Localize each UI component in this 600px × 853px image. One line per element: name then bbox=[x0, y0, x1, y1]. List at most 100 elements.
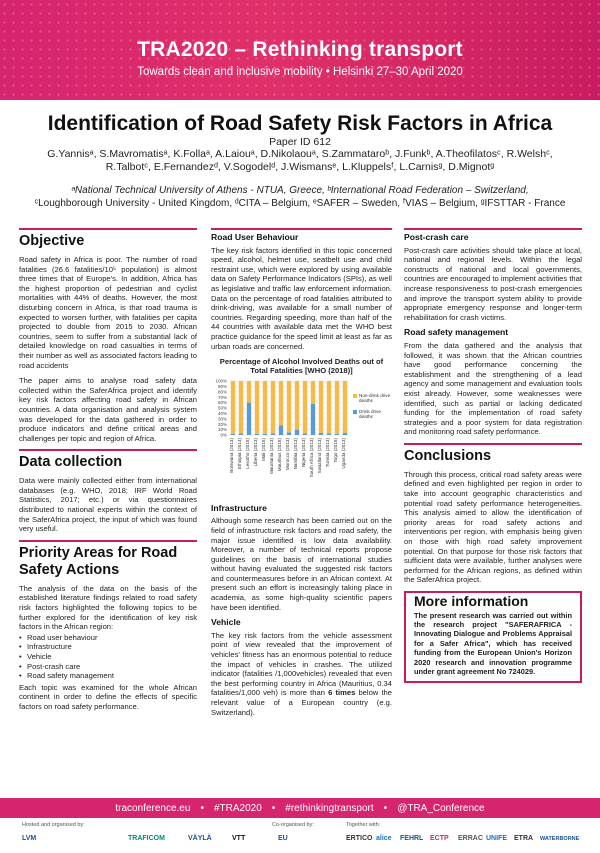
footer-bar: traconference.eu • #TRA2020 • #rethinkin… bbox=[0, 798, 600, 818]
legend-swatch bbox=[353, 394, 357, 399]
y-tick-label: 50% bbox=[218, 406, 227, 411]
road-safety-management-heading: Road safety management bbox=[404, 327, 509, 338]
y-tick-label: 60% bbox=[218, 400, 227, 405]
bar-segment bbox=[278, 381, 284, 426]
bar-segment bbox=[238, 433, 244, 436]
list-item: Road safety management bbox=[19, 671, 197, 681]
legend-label: Non-drink drive deaths bbox=[359, 393, 391, 403]
bar-segment bbox=[238, 381, 244, 434]
infrastructure-heading: Infrastructure bbox=[211, 502, 267, 513]
list-item: Infrastructure bbox=[19, 642, 197, 652]
objective-paragraph: The paper aims to analyse road safety da… bbox=[19, 376, 197, 443]
list-item: Vehicle bbox=[19, 652, 197, 662]
bar-segment bbox=[318, 381, 324, 433]
post-crash-care-paragraph: Post-crash care activities should take p… bbox=[404, 245, 582, 322]
logo-unife: UNIFE bbox=[486, 835, 507, 842]
footer-separator: • bbox=[383, 802, 388, 814]
bar-segment bbox=[230, 381, 236, 435]
footer-hashtag[interactable]: #rethinkingtransport bbox=[285, 802, 374, 814]
y-tick-label: 100% bbox=[215, 379, 227, 384]
logo-vtt: VTT bbox=[232, 835, 246, 842]
priority-heading: Priority Areas for Road Safety Actions bbox=[19, 539, 197, 579]
footer-website-link[interactable]: traconference.eu bbox=[115, 802, 191, 814]
x-tick-label: Nigeria (2013) bbox=[301, 438, 306, 468]
list-item: Post-crash care bbox=[19, 662, 197, 672]
affiliations-line: ᶜLoughborough University - United Kingdo… bbox=[34, 198, 566, 209]
footer-separator: • bbox=[271, 802, 276, 814]
authors: G.Yannisᵃ, S.Mavromatisᵃ, K.Follaᵃ, A.La… bbox=[30, 148, 570, 174]
x-tick-label: South Africa (2013) bbox=[309, 438, 314, 478]
objective-heading: Objective bbox=[19, 228, 197, 250]
more-information-box: More information The present research wa… bbox=[404, 591, 582, 684]
logo-etra: ETRA bbox=[514, 835, 534, 842]
paper-id: Paper ID 612 bbox=[269, 136, 331, 148]
objective-paragraph: Road safety in Africa is poor. The numbe… bbox=[19, 255, 197, 370]
logo-vayla: VÄYLÄ bbox=[188, 835, 212, 842]
bar-segment bbox=[342, 432, 348, 436]
x-tick-label: Mauritius (2015) bbox=[277, 438, 282, 472]
bar-segment bbox=[270, 381, 276, 434]
bar-segment bbox=[270, 433, 276, 436]
together-label: Together with: bbox=[346, 822, 381, 828]
x-tick-label: Botswana (2013) bbox=[229, 438, 234, 473]
bar-segment bbox=[326, 433, 332, 436]
bar-segment bbox=[230, 434, 236, 436]
x-tick-label: Tunisia (2013) bbox=[325, 438, 330, 468]
data-collection-paragraph: Data were mainly collected either from i… bbox=[19, 476, 197, 534]
legend-swatch bbox=[353, 410, 357, 415]
sponsor-logos: Hosted and organised by: Co-organised by… bbox=[0, 820, 600, 853]
road-user-behaviour-paragraph: The key risk factors identified in this … bbox=[211, 245, 392, 351]
column-middle: Road User Behaviour The key risk factors… bbox=[211, 228, 392, 723]
logo-ectp: ECTP bbox=[430, 835, 449, 842]
logo-errac: ERRAC bbox=[458, 835, 483, 842]
footer-separator: • bbox=[200, 802, 204, 814]
x-tick-label: Togo (2015) bbox=[333, 438, 338, 463]
list-item: Road user behaviour bbox=[19, 633, 197, 643]
bar-segment bbox=[286, 381, 292, 433]
y-tick-label: 30% bbox=[218, 417, 227, 422]
x-tick-label: Swaziland (2013) bbox=[317, 438, 322, 474]
bar-segment bbox=[334, 381, 340, 435]
priority-paragraph-2: Each topic was examined for the whole Af… bbox=[19, 682, 197, 711]
footer-twitter-handle[interactable]: @TRA_Conference bbox=[397, 802, 485, 814]
y-tick-label: 10% bbox=[218, 427, 227, 432]
coorganised-label: Co-organised by: bbox=[272, 822, 314, 828]
vehicle-text-bold: 6 times bbox=[328, 688, 356, 698]
footer-hashtag[interactable]: #TRA2020 bbox=[213, 802, 262, 814]
affiliations-line: ᵃNational Technical University of Athens… bbox=[71, 185, 529, 196]
affiliations: ᵃNational Technical University of Athens… bbox=[20, 184, 580, 210]
bar-segment bbox=[342, 381, 348, 433]
authors-line: G.Yannisᵃ, S.Mavromatisᵃ, K.Follaᵃ, A.La… bbox=[47, 148, 553, 160]
x-tick-label: Mali (2015) bbox=[261, 438, 266, 461]
x-tick-label: Morocco (2013) bbox=[285, 438, 290, 471]
vehicle-paragraph: The key risk factors from the vehicle as… bbox=[211, 631, 392, 717]
bar-segment bbox=[326, 381, 332, 434]
banner-pattern bbox=[0, 0, 600, 100]
bar-segment bbox=[262, 434, 268, 436]
infrastructure-paragraph: Although some research has been carried … bbox=[211, 516, 392, 612]
bar-segment bbox=[302, 381, 308, 434]
bar-segment bbox=[254, 381, 260, 435]
y-tick-label: 70% bbox=[218, 395, 227, 400]
bar-segment bbox=[286, 432, 292, 436]
logo-waterborne: WATERBORNE bbox=[540, 835, 580, 842]
bar-segment bbox=[294, 381, 300, 430]
bar-segment bbox=[302, 433, 308, 436]
bar-segment bbox=[278, 425, 284, 436]
y-tick-label: 40% bbox=[218, 411, 227, 416]
logo-traficom: TRAFICOM bbox=[128, 835, 165, 842]
alcohol-chart: Percentage of Alcohol Involved Deaths ou… bbox=[211, 357, 392, 498]
alcohol-chart-svg: 0%10%20%30%40%50%60%70%80%90%100% Botswan… bbox=[215, 379, 391, 478]
conclusions-paragraph: Through this process, critical road safe… bbox=[404, 469, 582, 585]
conference-banner: TRA2020 – Rethinking transport Towards c… bbox=[0, 0, 600, 100]
vehicle-text: below the relevant value of a European c… bbox=[211, 688, 392, 717]
authors-line: R.Talbotᶜ, E.Fernandezᵈ, V.Sogodelᵈ, J.W… bbox=[105, 161, 495, 173]
logo-ertico: ERTICO bbox=[346, 835, 373, 842]
priority-paragraph: The analysis of the data on the basis of… bbox=[19, 583, 197, 632]
vehicle-text: The key risk factors from the vehicle as… bbox=[211, 630, 392, 698]
road-user-behaviour-heading: Road User Behaviour bbox=[211, 228, 392, 243]
column-left: Objective Road safety in Africa is poor.… bbox=[19, 228, 197, 718]
x-tick-label: Lesotho (2015) bbox=[245, 438, 250, 469]
priority-list: Road user behaviour Infrastructure Vehic… bbox=[19, 633, 197, 681]
more-information-text: The present research was carried out wit… bbox=[414, 610, 572, 677]
